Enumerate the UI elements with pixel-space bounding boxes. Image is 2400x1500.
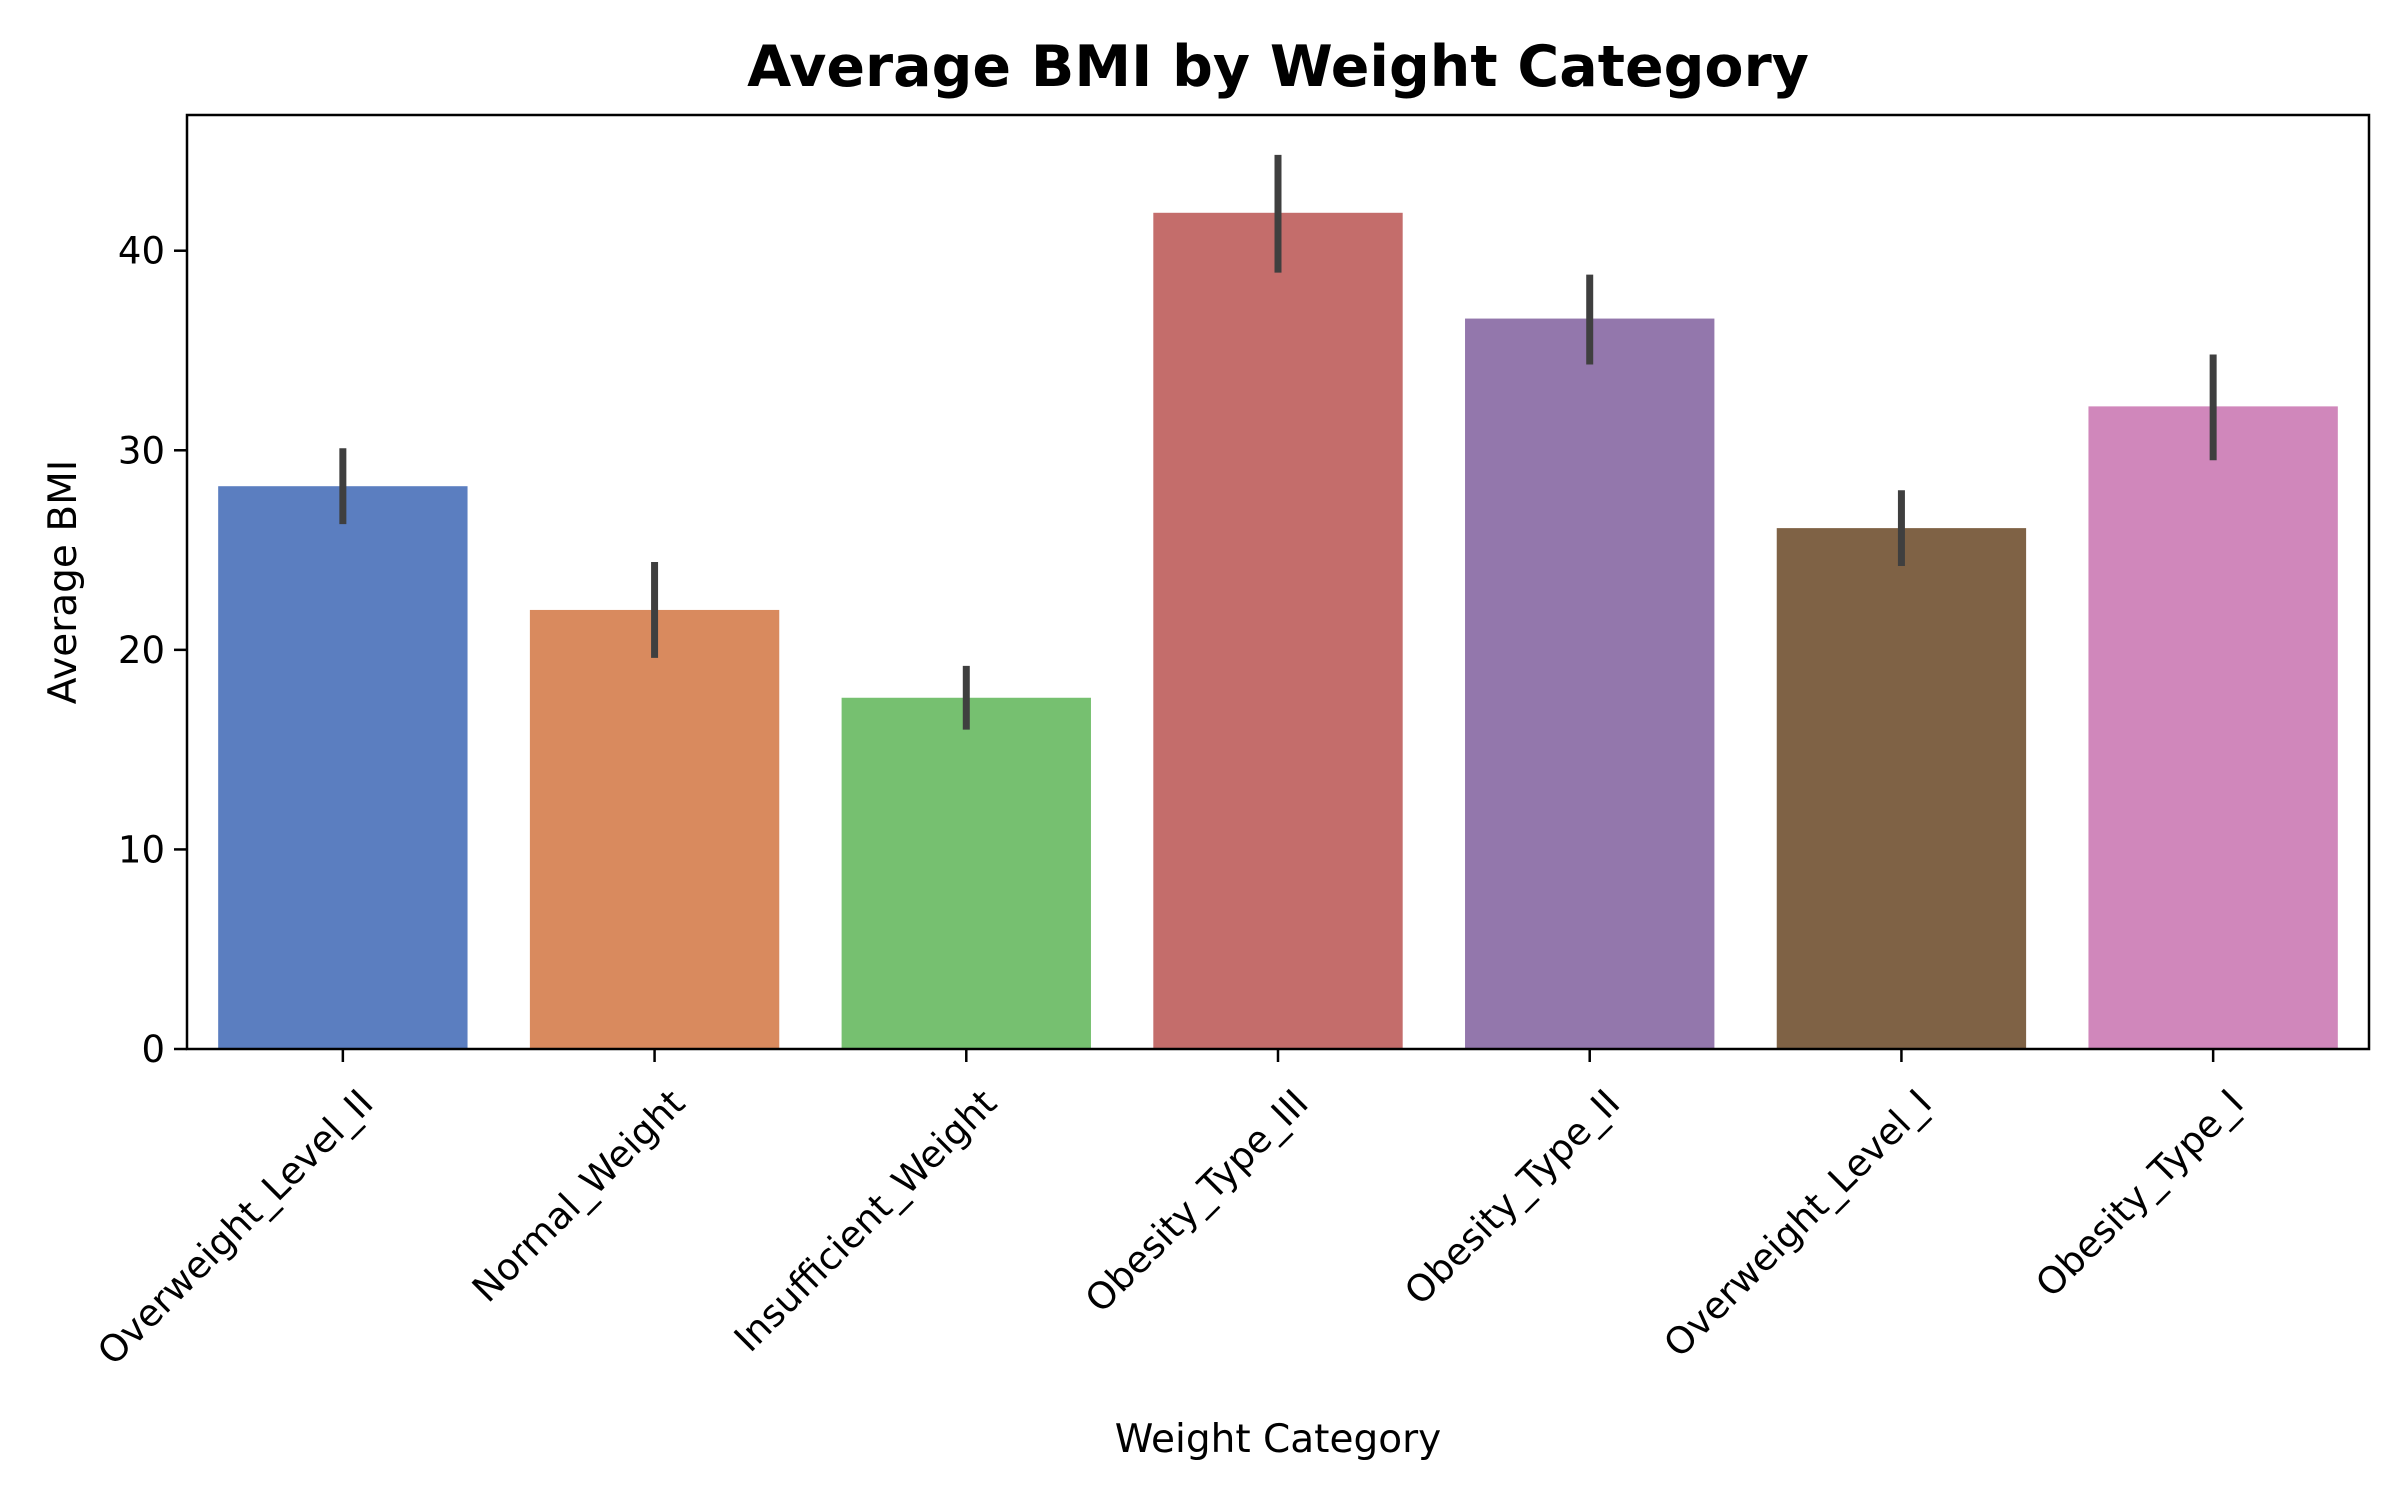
x-tick-label: Normal_Weight xyxy=(464,1081,693,1310)
bar xyxy=(841,697,1091,1049)
bars-layer xyxy=(218,212,2338,1050)
y-tick-label: 40 xyxy=(118,230,165,273)
bar xyxy=(1776,528,2027,1049)
y-axis: 0 10 20 30 40 xyxy=(118,230,187,1071)
y-tick-label: 0 xyxy=(141,1028,165,1071)
y-axis-label: Average BMI xyxy=(41,460,86,704)
x-tick-label: Overweight_Level_I xyxy=(1656,1081,1940,1365)
bar xyxy=(218,486,468,1049)
bar xyxy=(1153,212,1403,1050)
bar xyxy=(2088,406,2338,1049)
error-bars-layer xyxy=(339,154,2217,730)
x-tick-label: Obesity_Type_I xyxy=(2028,1081,2252,1305)
x-tick-label: Insufficient_Weight xyxy=(726,1081,1005,1360)
y-tick-label: 10 xyxy=(118,828,165,871)
x-tick-label: Obesity_Type_II xyxy=(1396,1081,1628,1313)
bar xyxy=(529,609,780,1049)
bar xyxy=(1465,318,1715,1050)
y-tick-label: 30 xyxy=(118,429,165,472)
x-axis-label: Weight Category xyxy=(1115,1417,1441,1462)
x-tick-label: Overweight_Level_II xyxy=(89,1081,381,1373)
y-tick-label: 20 xyxy=(118,629,165,672)
x-tick-label: Obesity_Type_III xyxy=(1077,1081,1317,1321)
x-axis: Overweight_Level_II Normal_Weight Insuffic… xyxy=(89,1049,2252,1373)
chart-title: Average BMI by Weight Category xyxy=(747,34,1809,100)
